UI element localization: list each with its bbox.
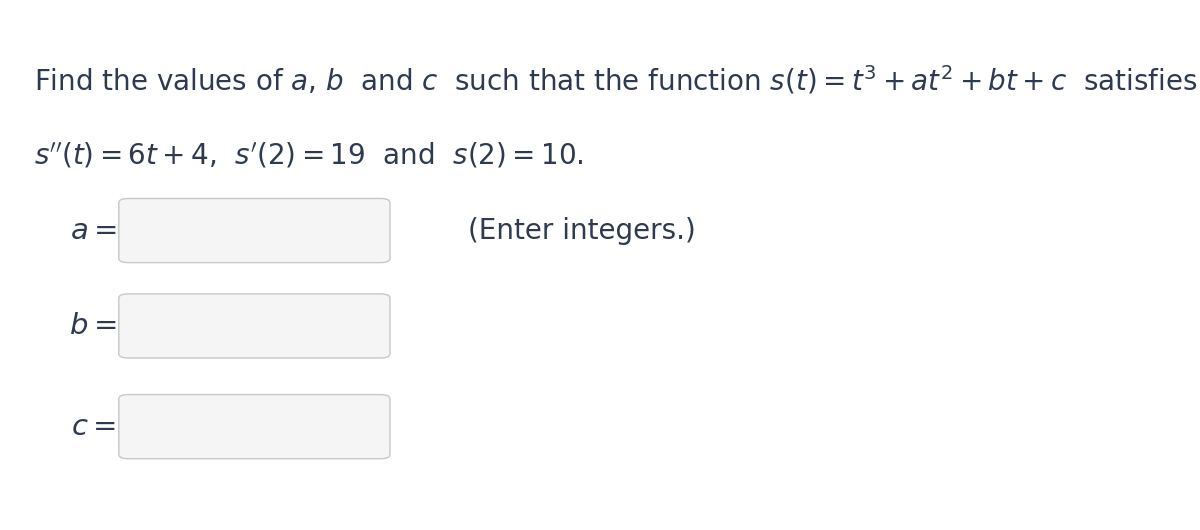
Text: $c =$: $c =$ bbox=[71, 413, 116, 440]
Text: $a =$: $a =$ bbox=[70, 217, 116, 244]
Text: Find the values of $a$, $b$  and $c$  such that the function $s(t) = t^3 + at^2 : Find the values of $a$, $b$ and $c$ such… bbox=[34, 64, 1198, 96]
FancyBboxPatch shape bbox=[119, 294, 390, 358]
FancyBboxPatch shape bbox=[119, 199, 390, 263]
Text: $s''(t) = 6t + 4$,  $s'(2) = 19$  and  $s(2) = 10.$: $s''(t) = 6t + 4$, $s'(2) = 19$ and $s(2… bbox=[34, 140, 583, 170]
Text: $b =$: $b =$ bbox=[68, 312, 116, 340]
FancyBboxPatch shape bbox=[119, 394, 390, 458]
Text: (Enter integers.): (Enter integers.) bbox=[468, 217, 696, 244]
